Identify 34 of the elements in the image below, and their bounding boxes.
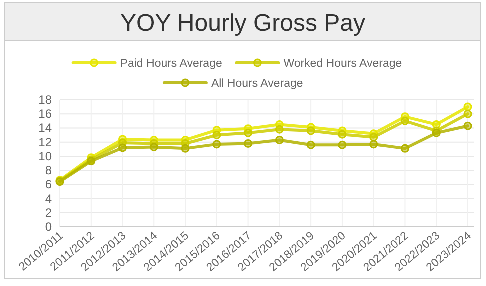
point bbox=[275, 125, 284, 134]
point bbox=[370, 133, 378, 142]
point bbox=[400, 144, 410, 153]
point bbox=[464, 122, 472, 130]
point bbox=[118, 144, 128, 152]
y-tick-label: 14 bbox=[38, 121, 52, 136]
y-tick-label: 12 bbox=[38, 135, 52, 150]
y-tick-label: 4 bbox=[45, 192, 52, 206]
point bbox=[338, 140, 347, 150]
point bbox=[275, 136, 284, 144]
y-tick-label: 8 bbox=[45, 164, 52, 178]
point bbox=[370, 140, 378, 149]
legend-label: Paid Hours Average bbox=[120, 58, 222, 70]
point bbox=[464, 102, 472, 112]
y-tick-label: 2 bbox=[45, 206, 52, 220]
y-tick-label: 6 bbox=[45, 178, 52, 192]
point bbox=[181, 144, 190, 153]
point bbox=[400, 116, 410, 126]
y-tick-label: 10 bbox=[38, 149, 52, 164]
point bbox=[150, 143, 158, 152]
legend-label: All Hours Average bbox=[211, 78, 304, 90]
legend-label: Worked Hours Average bbox=[284, 58, 402, 70]
point bbox=[464, 110, 472, 118]
chart-title: YOY Hourly Gross Pay bbox=[120, 10, 366, 37]
y-tick-label: 18 bbox=[38, 93, 52, 107]
point bbox=[306, 126, 316, 136]
point bbox=[244, 128, 253, 138]
point bbox=[212, 140, 222, 149]
point bbox=[212, 131, 222, 140]
y-tick-label: 16 bbox=[38, 107, 52, 122]
point bbox=[338, 130, 347, 139]
point bbox=[306, 140, 316, 150]
point bbox=[244, 139, 253, 148]
y-tick-label: 0 bbox=[45, 220, 52, 234]
